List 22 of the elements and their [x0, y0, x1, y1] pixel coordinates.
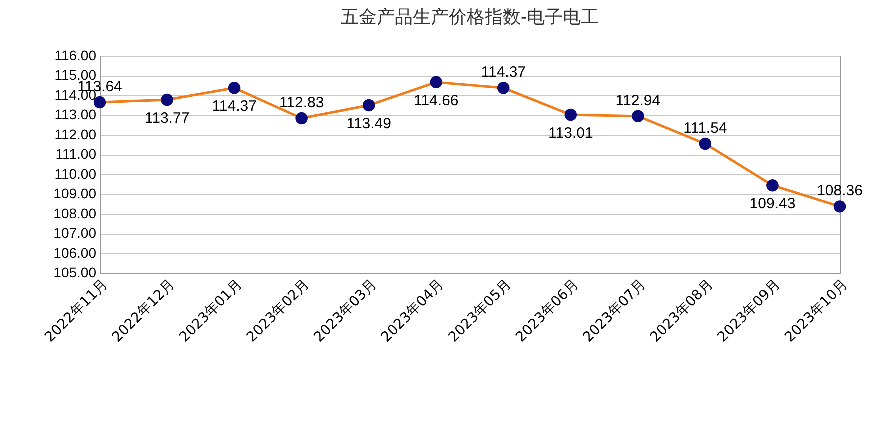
y-tick-label: 110.00 [54, 166, 97, 182]
chart-title: 五金产品生产价格指数-电子电工 [340, 7, 600, 28]
data-label: 113.77 [144, 110, 190, 127]
data-label: 113.01 [548, 124, 594, 142]
y-tick-label: 106.00 [54, 244, 97, 261]
data-label: 111.54 [684, 120, 728, 137]
data-label: 114.37 [212, 98, 257, 116]
y-tick-label: 105.00 [54, 264, 97, 280]
data-label: 114.66 [414, 92, 459, 110]
data-label: 113.49 [346, 116, 392, 133]
data-label: 112.94 [616, 92, 661, 110]
y-tick-label: 112.00 [54, 126, 97, 142]
data-label: 114.37 [481, 64, 526, 82]
y-tick-label: 108.00 [54, 205, 97, 222]
data-label: 112.83 [279, 94, 324, 112]
y-tick-label: 109.00 [54, 186, 97, 202]
y-tick-label: 107.00 [54, 225, 97, 242]
y-tick-label: 113.00 [54, 106, 97, 123]
data-label: 109.43 [750, 196, 796, 213]
data-label: 108.36 [817, 182, 863, 200]
y-tick-label: 116.00 [54, 48, 97, 64]
y-tick-label: 111.00 [56, 146, 97, 162]
